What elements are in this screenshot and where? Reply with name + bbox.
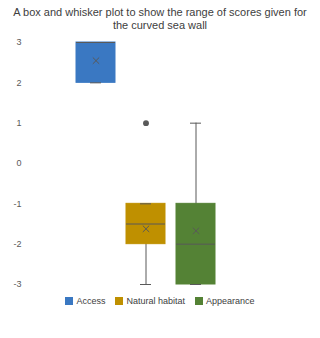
svg-text:0: 0	[16, 158, 21, 168]
svg-text:2: 2	[16, 78, 21, 88]
html-text:Access: Access	[76, 296, 106, 306]
html-text:A box and whisker plot to show: A box and whisker plot to show the range…	[13, 6, 307, 31]
svg-text:-2: -2	[13, 239, 21, 249]
html-text:Appearance: Appearance	[206, 296, 255, 306]
svg-text:3: 3	[16, 37, 21, 47]
svg-text:-1: -1	[13, 199, 21, 209]
svg-text:1: 1	[16, 118, 21, 128]
svg-text:-3: -3	[13, 279, 21, 289]
html-text:Natural habitat: Natural habitat	[126, 296, 185, 306]
